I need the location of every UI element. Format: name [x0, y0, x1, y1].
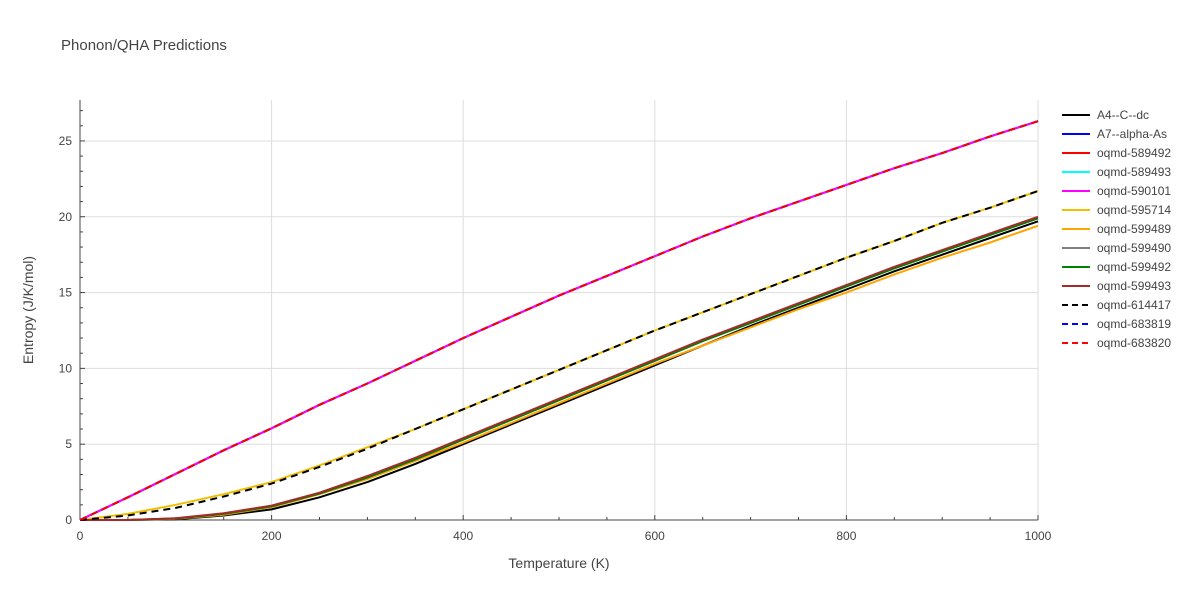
- legend-label: A4--C--dc: [1097, 108, 1149, 122]
- legend-item-oqmd-589492[interactable]: oqmd-589492: [1062, 146, 1171, 160]
- axes: 0 200 400 600 800 1000 0 5 10 15 20 25: [59, 100, 1052, 543]
- legend-label: oqmd-590101: [1097, 184, 1171, 198]
- legend-label: oqmd-595714: [1097, 203, 1171, 217]
- legend-label: A7--alpha-As: [1097, 127, 1167, 141]
- legend-label: oqmd-599492: [1097, 260, 1171, 274]
- legend-item-oqmd-599493[interactable]: oqmd-599493: [1062, 279, 1171, 293]
- legend-item-A7--alpha-As[interactable]: A7--alpha-As: [1062, 127, 1167, 141]
- legend-item-oqmd-599492[interactable]: oqmd-599492: [1062, 260, 1171, 274]
- legend-label: oqmd-614417: [1097, 298, 1171, 312]
- y-tick-label: 20: [59, 210, 73, 224]
- legend-item-A4--C--dc[interactable]: A4--C--dc: [1062, 108, 1149, 122]
- legend-item-oqmd-683820[interactable]: oqmd-683820: [1062, 336, 1171, 350]
- legend-item-oqmd-599490[interactable]: oqmd-599490: [1062, 241, 1171, 255]
- legend-label: oqmd-683820: [1097, 336, 1171, 350]
- legend-item-oqmd-589493[interactable]: oqmd-589493: [1062, 165, 1171, 179]
- y-tick-label: 25: [59, 134, 73, 148]
- x-tick-label: 600: [645, 529, 665, 543]
- legend-label: oqmd-589492: [1097, 146, 1171, 160]
- legend-item-oqmd-683819[interactable]: oqmd-683819: [1062, 317, 1171, 331]
- legend-label: oqmd-599493: [1097, 279, 1171, 293]
- x-tick-label: 0: [77, 529, 84, 543]
- series-line-oqmd-599489: [80, 224, 1039, 521]
- legend-item-oqmd-590101[interactable]: oqmd-590101: [1062, 184, 1171, 198]
- series-lines: [79, 120, 1039, 521]
- y-tick-label: 10: [59, 361, 73, 375]
- legend-label: oqmd-589493: [1097, 165, 1171, 179]
- legend-item-oqmd-595714[interactable]: oqmd-595714: [1062, 203, 1171, 217]
- series-line-oqmd-614417: [79, 190, 1039, 521]
- series-line-oqmd-590101: [79, 120, 1039, 521]
- y-axis-label: Entropy (J/K/mol): [20, 256, 36, 364]
- series-line-A7--alpha-As: [79, 120, 1039, 521]
- x-tick-label: 200: [262, 529, 282, 543]
- legend-label: oqmd-599489: [1097, 222, 1171, 236]
- series-line-oqmd-683819: [79, 120, 1039, 521]
- legend-item-oqmd-599489[interactable]: oqmd-599489: [1062, 222, 1171, 236]
- x-axis-label: Temperature (K): [508, 555, 609, 571]
- legend-label: oqmd-599490: [1097, 241, 1171, 255]
- grid: [80, 100, 1039, 520]
- y-tick-label: 0: [65, 513, 72, 527]
- chart-title: Phonon/QHA Predictions: [61, 37, 227, 54]
- x-tick-label: 800: [836, 529, 856, 543]
- y-tick-label: 15: [59, 286, 73, 300]
- legend-label: oqmd-683819: [1097, 317, 1171, 331]
- series-line-oqmd-599493: [80, 215, 1039, 521]
- series-line-oqmd-589493: [79, 120, 1039, 521]
- x-tick-label: 1000: [1025, 529, 1052, 543]
- legend-item-oqmd-614417[interactable]: oqmd-614417: [1062, 298, 1171, 312]
- series-line-oqmd-589492: [79, 120, 1039, 521]
- series-line-A4--C--dc: [80, 220, 1039, 521]
- series-line-oqmd-683820: [79, 120, 1039, 521]
- x-tick-label: 400: [453, 529, 473, 543]
- legend[interactable]: A4--C--dc A7--alpha-As oqmd-589492 oqmd-589…: [1062, 108, 1171, 350]
- y-tick-label: 5: [65, 437, 72, 451]
